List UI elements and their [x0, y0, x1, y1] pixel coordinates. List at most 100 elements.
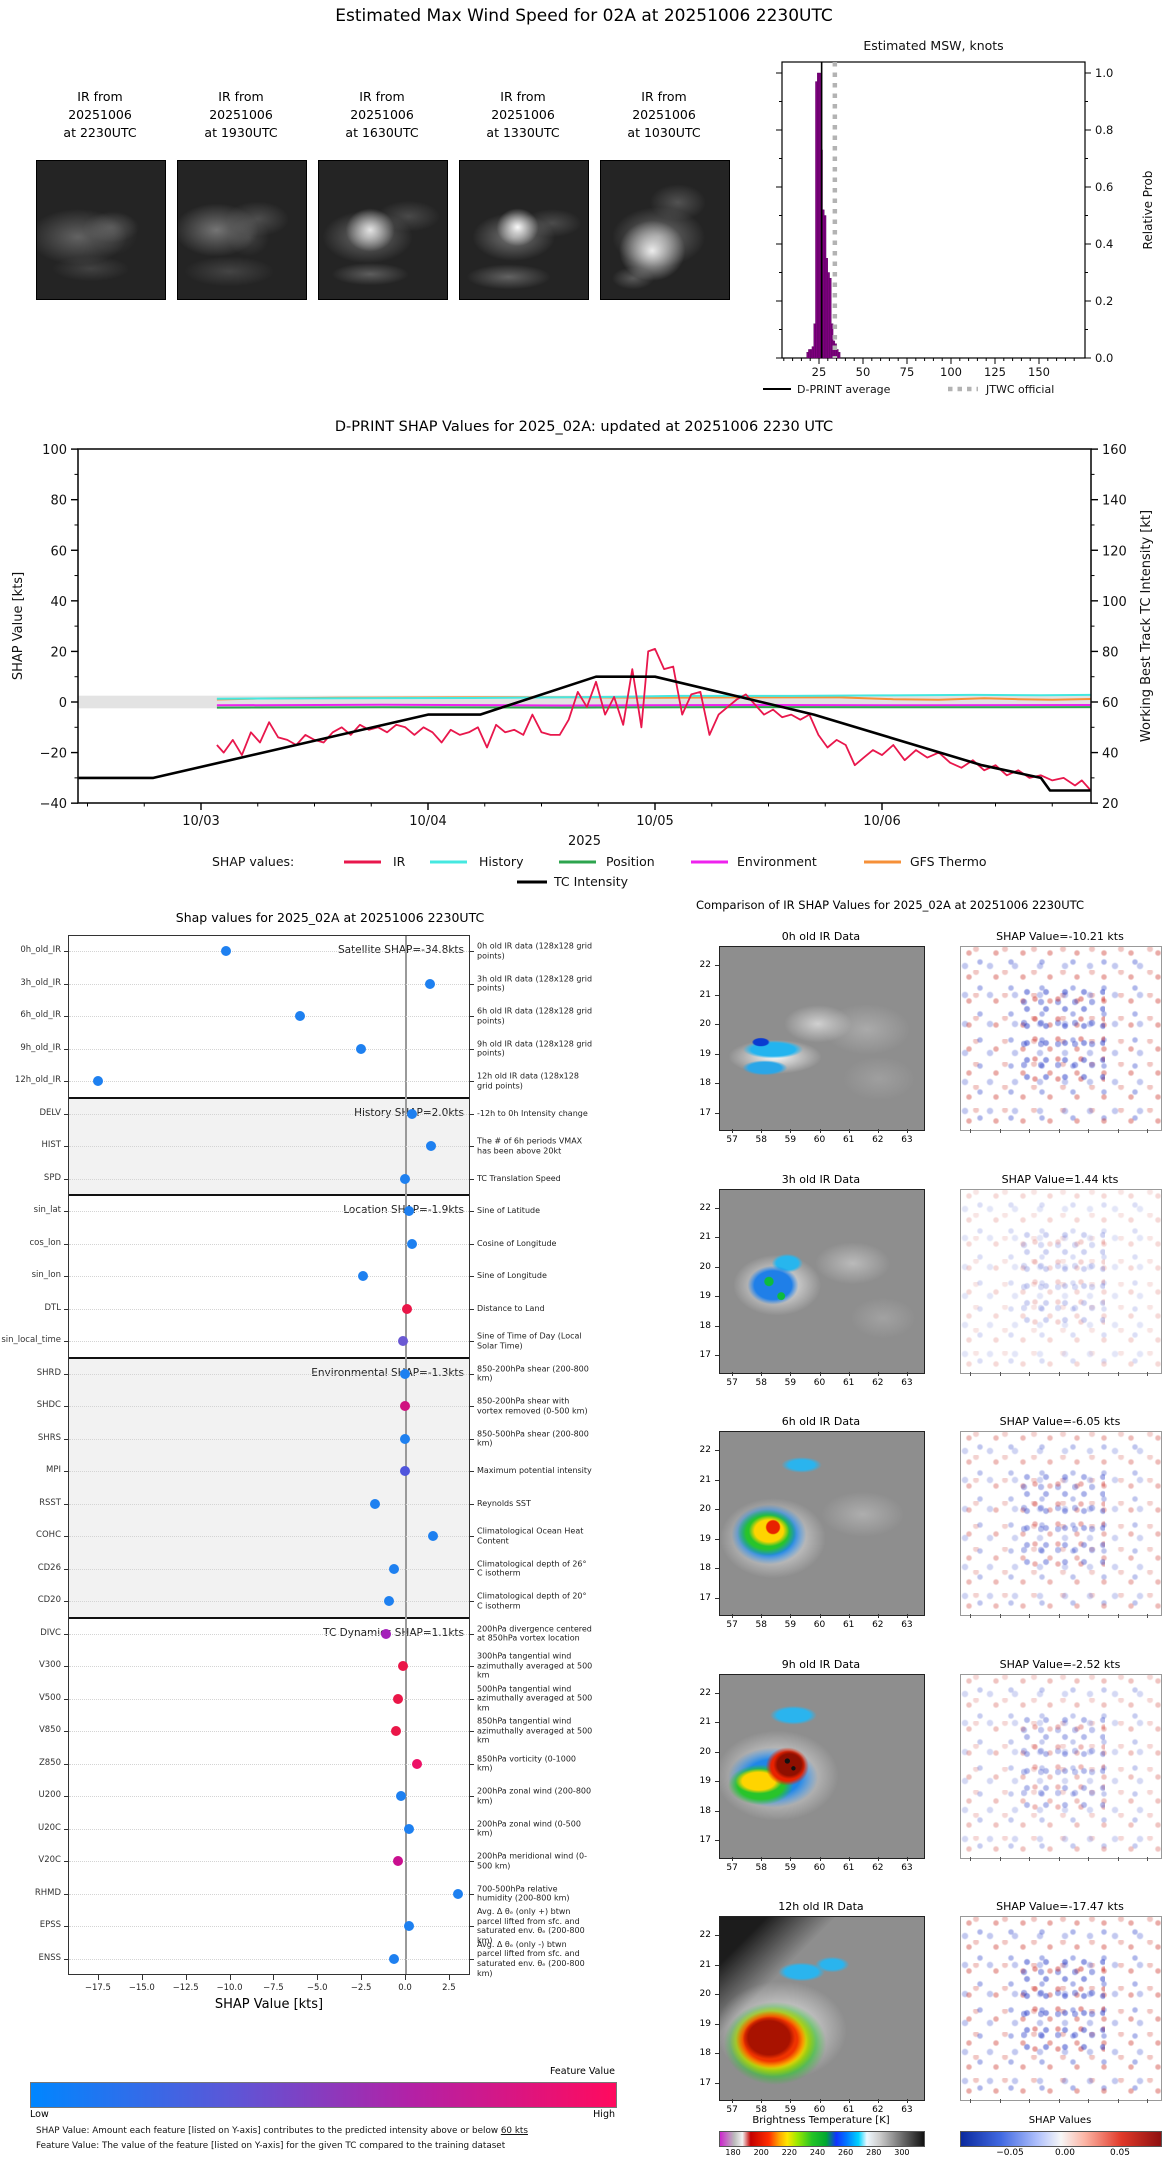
lon-tick [848, 2099, 850, 2103]
y-tick-label-left: −40 [40, 797, 67, 812]
shap-colorbar-tick-label: 0.05 [1109, 2148, 1131, 2158]
feature-value-colorbar [30, 2082, 617, 2108]
shap-map-tick [999, 1129, 1001, 1133]
x-tick-label: 10/04 [409, 814, 446, 829]
feature-name: U200 [38, 1790, 61, 1801]
feature-tick-left [64, 1568, 68, 1570]
lon-tick-label: 58 [755, 2105, 767, 2115]
feature-description: Reynolds SST [477, 1498, 531, 1508]
lat-tick [715, 1568, 719, 1570]
lon-tick [906, 1129, 908, 1133]
row-gridline [69, 951, 469, 953]
lat-tick [715, 1112, 719, 1114]
shap-dot [389, 1953, 400, 1964]
feature-tick-right [470, 1503, 474, 1505]
feature-tick-left [64, 1828, 68, 1830]
shap-map [960, 1673, 1162, 1859]
x-tick [273, 1975, 275, 1980]
y-tick-label: 0.8 [1095, 123, 1113, 137]
x-tick-label: −15.0 [128, 1983, 155, 1993]
row-gridline [69, 1633, 469, 1635]
shap-map [960, 1916, 1162, 2101]
feature-tick-right [470, 1926, 474, 1928]
y-tick-label-left: −20 [40, 747, 67, 762]
shap-dot [401, 1303, 412, 1314]
group-annotation: TC Dynamics SHAP=1.1kts [323, 1626, 464, 1639]
row-gridline [69, 1926, 469, 1928]
lat-tick [715, 965, 719, 967]
shap-dot [370, 1498, 381, 1509]
histogram-bar [829, 278, 832, 359]
shap-dot [392, 1856, 403, 1867]
lon-tick [732, 2099, 734, 2103]
row-gridline [69, 1308, 469, 1310]
lat-tick [715, 1692, 719, 1694]
feature-tick-right [470, 1568, 474, 1570]
feature-tick-right [470, 1958, 474, 1960]
lon-tick [877, 1129, 879, 1133]
lon-tick-label: 58 [755, 1862, 767, 1873]
lon-tick-label: 59 [784, 2105, 797, 2115]
lat-tick-label: 22 [699, 1445, 711, 1456]
lat-tick [715, 1935, 719, 1937]
feature-tick-right [470, 1373, 474, 1375]
feature-tick-left [64, 1406, 68, 1408]
feature-name: EPSS [39, 1920, 61, 1931]
feature-tick-left [64, 1211, 68, 1213]
bt-colorbar-tick-label: 200 [753, 2148, 769, 2157]
row-gridline [69, 1471, 469, 1473]
shap-map-title: SHAP Value=-17.47 kts [996, 1900, 1124, 1913]
lon-tick-label: 58 [755, 1135, 767, 1145]
lon-tick [790, 1614, 792, 1618]
shap-noise-core [1021, 1472, 1105, 1568]
ir-thumbnail-image [459, 160, 589, 300]
x-tick-label: 10/05 [636, 814, 673, 829]
legend-label-dprint: D-PRINT average [797, 383, 891, 396]
shap-map-title: SHAP Value=-2.52 kts [999, 1657, 1121, 1671]
row-gridline [69, 1438, 469, 1440]
lon-tick-label: 59 [784, 1620, 797, 1630]
x-tick [185, 1975, 187, 1980]
lon-tick [877, 1371, 879, 1376]
shap-noise-layer [961, 1189, 1161, 1373]
shap-dot [400, 1466, 410, 1477]
shap-map-tick [1088, 1129, 1089, 1133]
shap-map [960, 1188, 1162, 1374]
lat-tick-label: 21 [699, 1474, 711, 1485]
feature-name: 3h_old_IR [20, 977, 61, 988]
msw-histogram: Estimated MSW, knots 0.0 0.2 0.4 0.6 0.8 1.0 25… [763, 38, 1155, 396]
shap-map-tick [1029, 1129, 1030, 1133]
group-separator [68, 1356, 470, 1359]
lon-tick-label: 62 [872, 1135, 884, 1145]
feature-name: CD20 [37, 1595, 61, 1606]
x-tick [448, 1975, 450, 1980]
shap-map-tick [1088, 1614, 1089, 1618]
lon-tick [790, 1129, 792, 1133]
lon-tick [819, 1856, 821, 1861]
lon-tick [761, 1371, 763, 1376]
lon-tick-label: 62 [872, 2105, 884, 2115]
y-tick-label-left: 40 [50, 595, 67, 610]
ir-comparison-title: Comparison of IR SHAP Values for 2025_02… [695, 898, 1085, 912]
bt-colorbar-tick-label: 220 [781, 2148, 797, 2157]
feature-name: HIST [41, 1140, 62, 1151]
lon-tick-label: 63 [901, 1862, 913, 1873]
shap-map-tick [1147, 1856, 1148, 1861]
lat-tick [715, 1751, 719, 1753]
feature-tick-right [470, 1048, 474, 1050]
feature-description: Maximum potential intensity [477, 1466, 592, 1476]
lon-tick [906, 1371, 908, 1376]
x-tick-label: 150 [1028, 365, 1050, 379]
shap-map-title: SHAP Value=1.44 kts [1001, 1172, 1119, 1186]
lat-tick [715, 1325, 719, 1327]
lat-tick-label: 20 [699, 1989, 711, 2000]
y-tick-label-right: 20 [1102, 797, 1119, 812]
lat-tick-label: 22 [699, 960, 711, 971]
shap-timeseries-chart: 100 80 60 40 20 0 −20 −40 160 140 120 100 80 60 40 20 10… [11, 443, 1154, 889]
feature-tick-left [64, 1471, 68, 1473]
ir-map-title: 0h old IR Data [781, 930, 861, 943]
lat-tick-label: 18 [699, 2048, 711, 2059]
feature-tick-left [64, 1146, 68, 1148]
shap-dot [384, 1596, 395, 1607]
feature-name: sin_local_time [1, 1335, 61, 1346]
